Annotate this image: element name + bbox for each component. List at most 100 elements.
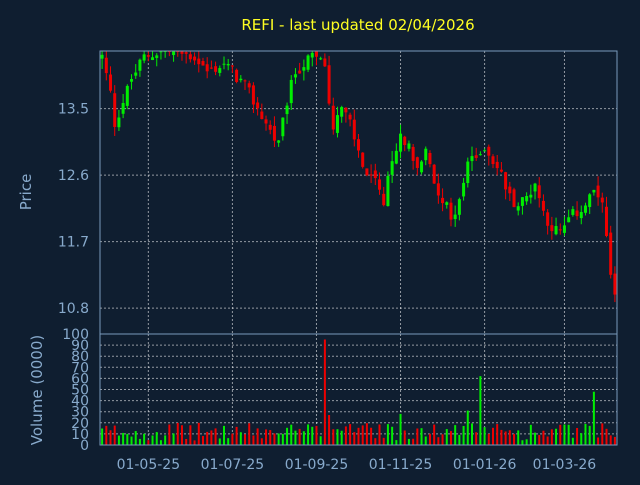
candle-body — [125, 85, 129, 106]
candle-body — [235, 69, 239, 82]
date-tick-label: 01-09-25 — [285, 457, 349, 473]
price-candles — [100, 51, 617, 303]
candle-body — [193, 56, 197, 61]
date-tick-label: 01-03-26 — [533, 457, 597, 473]
candle-body — [567, 217, 571, 223]
candle-body — [314, 51, 318, 57]
candle-body — [558, 229, 562, 231]
candle-body — [323, 58, 327, 67]
candle-body — [277, 140, 281, 143]
candle-body — [571, 209, 575, 215]
candle-body — [382, 193, 386, 206]
candle-body — [327, 65, 331, 104]
volume-axis-label: Volume (0000) — [28, 335, 46, 445]
candle-body — [361, 152, 365, 167]
candle-body — [369, 174, 373, 176]
candle-body — [537, 185, 541, 199]
candle-body — [474, 155, 478, 158]
volume-bars — [101, 339, 616, 445]
candle-body — [499, 169, 503, 172]
candle-body — [310, 52, 314, 58]
candle-body — [302, 67, 306, 71]
price-axis-label: Price — [17, 174, 35, 211]
candle-body — [146, 55, 150, 57]
candle-body — [592, 189, 596, 193]
candle-body — [562, 225, 566, 233]
candle-body — [264, 119, 268, 124]
volume-tick-label: 30 — [71, 405, 89, 421]
candle-body — [138, 59, 142, 71]
candle-body — [365, 168, 369, 176]
candle-body — [243, 80, 247, 82]
volume-tick-label: 60 — [71, 371, 89, 387]
candle-body — [218, 68, 222, 73]
candle-body — [226, 64, 230, 66]
candle-body — [609, 232, 613, 275]
candle-body — [357, 139, 360, 151]
volume-tick-label: 50 — [71, 383, 89, 399]
candle-body — [596, 185, 600, 198]
volume-tick-label: 10 — [71, 427, 89, 443]
candle-body — [411, 146, 415, 161]
candle-body — [331, 105, 335, 130]
candle-body — [100, 54, 104, 59]
volume-tick-label: 80 — [71, 349, 89, 365]
candle-body — [399, 133, 403, 152]
candle-body — [529, 194, 533, 198]
candle-body — [533, 183, 537, 192]
date-tick-label: 01-01-26 — [453, 457, 517, 473]
candle-body — [445, 202, 449, 205]
candle-body — [230, 65, 234, 67]
candle-body — [159, 51, 163, 53]
candle-body — [575, 210, 579, 217]
date-tick-label: 01-11-25 — [369, 457, 433, 473]
candle-body — [281, 117, 285, 137]
candle-body — [600, 197, 604, 203]
price-grid — [100, 51, 617, 334]
candle-body — [495, 161, 499, 169]
price-tick-label: 13.5 — [58, 102, 89, 118]
volume-tick-label: 0 — [80, 438, 89, 454]
date-tick-labels: 01-05-25 01-07-25 01-09-25 01-11-25 01-01-26… — [117, 457, 597, 473]
candle-body — [348, 114, 352, 120]
candle-body — [260, 111, 264, 120]
candle-body — [104, 57, 108, 74]
candle-body — [516, 206, 520, 211]
candle-body — [251, 85, 255, 105]
candle-body — [134, 72, 138, 76]
candle-body — [209, 67, 213, 69]
candle-body — [344, 107, 348, 113]
candle-body — [109, 74, 113, 91]
candle-body — [113, 93, 117, 127]
candle-body — [394, 150, 398, 164]
candle-body — [373, 170, 377, 179]
candle-body — [378, 179, 382, 190]
candle-body — [184, 52, 188, 54]
volume-tick-label: 90 — [71, 338, 89, 354]
candle-body — [512, 189, 516, 208]
price-tick-label: 12.6 — [58, 168, 89, 184]
candle-body — [390, 161, 394, 175]
candle-body — [424, 148, 428, 161]
candle-body — [453, 214, 457, 220]
candle-body — [613, 273, 617, 295]
candle-body — [289, 79, 293, 104]
candle-body — [478, 154, 482, 156]
candle-body — [449, 202, 453, 220]
candle-body — [441, 197, 445, 204]
candle-body — [319, 58, 323, 60]
candle-body — [298, 70, 302, 74]
volume-tick-label: 70 — [71, 360, 89, 376]
candle-body — [436, 183, 440, 196]
candle-body — [222, 63, 226, 65]
candle-body — [470, 156, 474, 162]
candle-body — [407, 143, 411, 149]
candle-body — [205, 64, 209, 72]
candle-body — [121, 102, 125, 114]
candle-body — [487, 146, 491, 156]
candle-body — [180, 51, 184, 54]
candle-body — [197, 58, 201, 65]
